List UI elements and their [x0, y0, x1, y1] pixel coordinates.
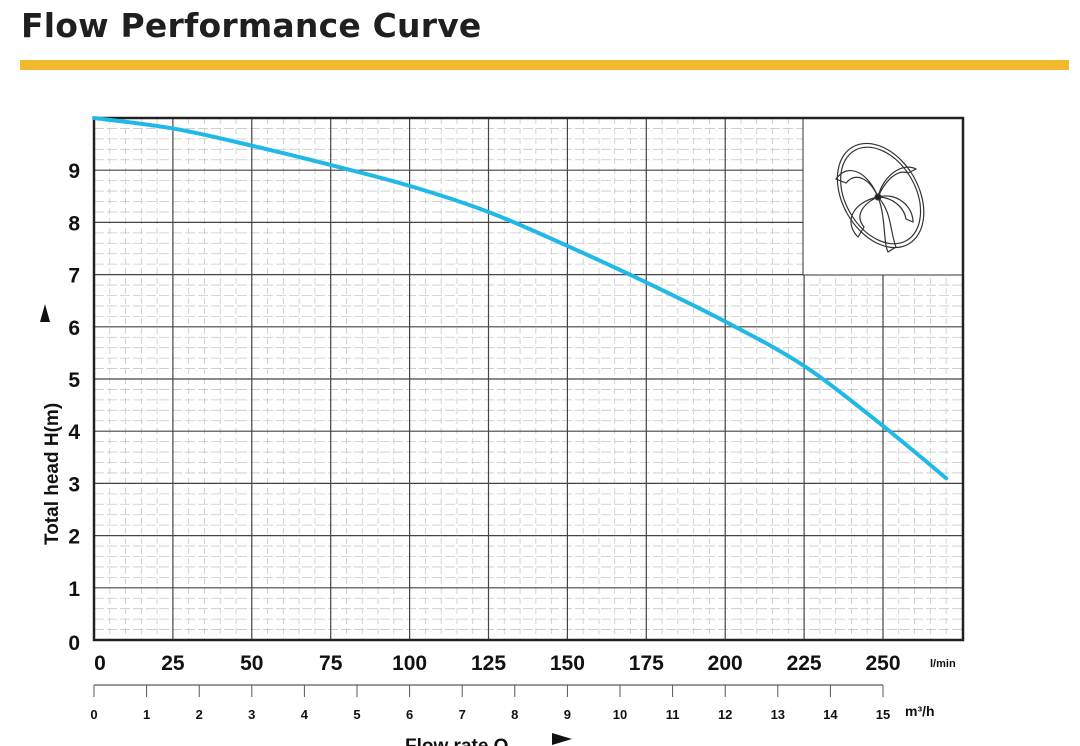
y-tick-label: 1 [68, 578, 80, 601]
x-tick-label: 125 [471, 652, 506, 675]
y-axis-arrow-icon [40, 304, 50, 322]
x2-tick-label: 13 [771, 707, 785, 722]
x2-tick-label: 14 [823, 707, 838, 722]
x2-tick-label: 5 [353, 707, 360, 722]
y-tick-label: 0 [68, 632, 80, 655]
x2-tick-label: 4 [301, 707, 309, 722]
page-title: Flow Performance Curve [21, 6, 482, 45]
x2-tick-label: 12 [718, 707, 732, 722]
y-tick-label: 5 [68, 369, 80, 392]
x-tick-label: 200 [708, 652, 743, 675]
x-tick-label: 50 [240, 652, 263, 675]
x2-tick-label: 7 [459, 707, 466, 722]
y-tick-label: 6 [68, 317, 80, 340]
x2-tick-label: 10 [613, 707, 627, 722]
y-tick-label: 2 [68, 526, 80, 549]
y-tick-label: 3 [68, 473, 80, 496]
grid [93, 118, 963, 641]
impeller-inset [802, 117, 964, 276]
x-tick-label: 100 [392, 652, 427, 675]
x2-tick-label: 2 [196, 707, 203, 722]
x-axis-arrow-icon [552, 733, 572, 745]
y-tick-label: 4 [68, 421, 80, 444]
x2-tick-label: 3 [248, 707, 255, 722]
secondary-x-axis: 0 1 2 3 4 5 6 7 8 9 10 11 12 13 14 15 [90, 684, 890, 722]
x2-tick-label: 9 [564, 707, 571, 722]
x2-tick-label: 6 [406, 707, 413, 722]
x-tick-label: 250 [865, 652, 900, 675]
x-tick-label: 175 [629, 652, 664, 675]
x2-tick-label: 11 [666, 707, 680, 722]
x2-tick-label: 15 [876, 707, 890, 722]
series-line [92, 116, 949, 481]
y-axis-label: Total head H(m) [42, 403, 63, 545]
impeller-icon [835, 142, 925, 253]
x2-tick-label: 8 [511, 707, 518, 722]
x-axis-label: Flow rate Q [405, 736, 508, 746]
x2-unit-label: m³/h [905, 703, 935, 719]
x2-tick-label: 1 [143, 707, 150, 722]
plot-frame [92, 116, 965, 642]
x-tick-label: 75 [319, 652, 343, 675]
y-tick-label: 8 [68, 212, 80, 235]
x-tick-label: 0 [94, 652, 106, 675]
title-underline-bar [20, 60, 1069, 70]
y-tick-label: 7 [68, 265, 80, 288]
x2-tick-label: 0 [90, 707, 97, 722]
x-tick-label: 25 [161, 652, 185, 675]
y-tick-label: 9 [68, 160, 80, 183]
x-tick-label: 150 [550, 652, 585, 675]
x-tick-label: 225 [787, 652, 822, 675]
x-unit-label: l/min [930, 658, 956, 670]
